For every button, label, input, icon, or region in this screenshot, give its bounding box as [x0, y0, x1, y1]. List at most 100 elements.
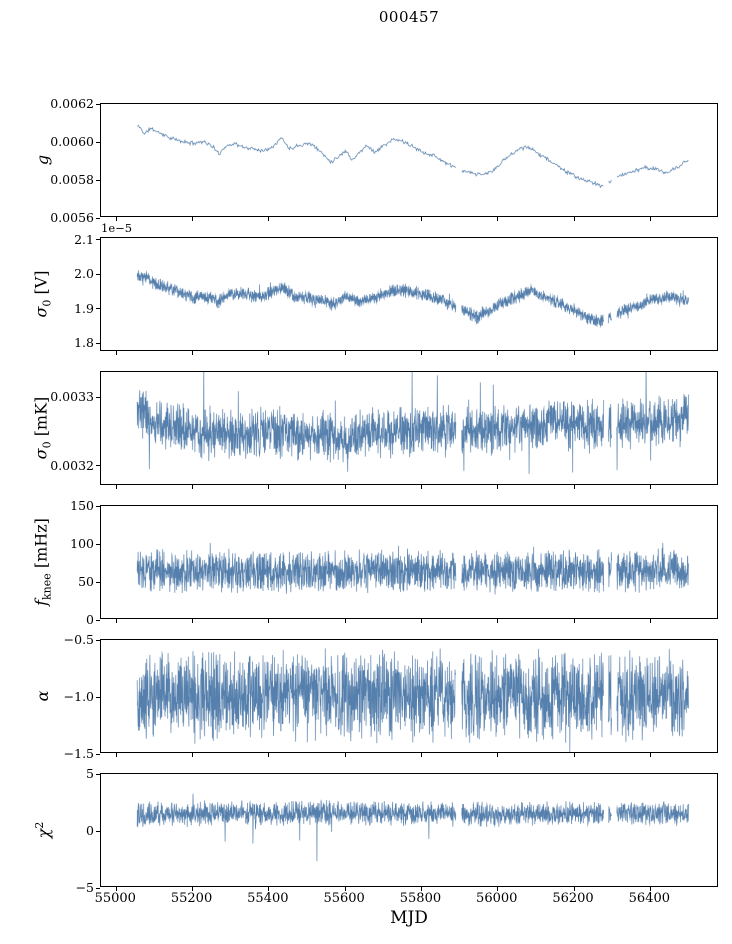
y-tick-label: −0.5 — [63, 631, 94, 647]
panel-sigma0-mK: σ0 [mK] 0.0032 0.0033 — [32, 371, 718, 489]
y-tick-mark — [96, 217, 100, 219]
x-tick-mark — [573, 753, 575, 757]
y-tick-label: 0.0033 — [50, 389, 94, 404]
y-axis-label-part: σ — [31, 306, 51, 318]
x-tick-mark — [573, 619, 575, 623]
x-tick-mark — [420, 351, 422, 355]
x-tick-mark — [268, 753, 270, 757]
x-tick-mark — [268, 217, 270, 221]
x-tick-label: 56200 — [552, 891, 594, 906]
y-axis-offset-text: 1e−5 — [101, 221, 133, 235]
x-tick-label: 55600 — [323, 891, 365, 906]
x-tick-mark — [344, 887, 346, 891]
y-tick-label: 0.0060 — [50, 133, 94, 149]
y-tick-label: −1.0 — [63, 688, 94, 704]
panel-sigma0-V: σ0 [V] 1e−5 1.8 1.9 2.0 2.1 — [32, 222, 718, 355]
x-tick-mark — [268, 619, 270, 623]
x-tick-mark — [420, 485, 422, 489]
y-tick-label: 0.0032 — [50, 457, 94, 473]
x-tick-mark — [344, 619, 346, 623]
y-tick-label: 1.9 — [74, 300, 94, 316]
series-canvas-chi2 — [101, 774, 717, 886]
y-tick-label: 2.0 — [74, 266, 94, 282]
y-axis-label-sigma0-V: σ0 [V] — [31, 270, 54, 318]
chart-title: 000457 — [378, 8, 440, 26]
x-tick-mark — [420, 619, 422, 623]
y-tick-mark — [96, 273, 100, 275]
y-tick-label: 0.0058 — [50, 171, 94, 187]
y-axis-label-f-knee: fknee [mHz] — [32, 518, 54, 606]
panel-g: g 0.0056 0.0058 0.0060 0.0062 — [33, 97, 718, 223]
y-tick-label: 0.0062 — [50, 95, 94, 111]
series-canvas-f-knee — [101, 506, 717, 618]
y-axis-label-part: 2 — [33, 821, 46, 829]
y-tick-label: 150 — [70, 497, 94, 513]
y-axis-label-part: [mK] — [31, 396, 51, 442]
y-tick-mark — [96, 753, 100, 755]
y-tick-mark — [96, 396, 100, 398]
x-tick-mark — [344, 485, 346, 489]
y-tick-label: 0.0056 — [50, 209, 94, 225]
x-tick-mark — [268, 351, 270, 355]
x-tick-mark — [649, 217, 651, 221]
x-tick-label: 56400 — [628, 891, 671, 906]
x-tick-mark — [649, 887, 651, 891]
y-axis-label-part: 0 — [40, 441, 54, 449]
x-tick-mark — [573, 485, 575, 489]
y-tick-mark — [96, 465, 100, 467]
y-tick-mark — [96, 342, 100, 344]
y-tick-mark — [96, 308, 100, 310]
y-tick-label: 5 — [86, 765, 94, 781]
y-tick-mark — [96, 141, 100, 143]
series-canvas-sigma0-V — [101, 238, 717, 350]
x-tick-mark — [115, 351, 117, 355]
x-tick-mark — [344, 351, 346, 355]
x-tick-mark — [649, 485, 651, 489]
y-axis-label-part: 0 — [40, 299, 54, 307]
x-tick-mark — [115, 887, 117, 891]
y-tick-label: 50 — [78, 573, 94, 589]
x-tick-mark — [573, 887, 575, 891]
y-tick-label: −1.5 — [63, 745, 94, 761]
x-tick-label: 55400 — [247, 891, 289, 906]
x-tick-mark — [344, 753, 346, 757]
x-tick-mark — [192, 351, 194, 355]
x-tick-mark — [573, 351, 575, 355]
y-tick-mark — [96, 239, 100, 241]
x-tick-mark — [420, 753, 422, 757]
y-tick-mark — [96, 830, 100, 832]
x-axis-title: MJD — [390, 908, 428, 928]
y-tick-label: 0 — [86, 822, 94, 838]
x-tick-mark — [649, 351, 651, 355]
y-tick-mark — [96, 581, 100, 583]
y-axis-label-part: knee — [40, 573, 54, 600]
x-tick-mark — [497, 351, 499, 355]
x-tick-mark — [497, 217, 499, 221]
y-axis-label-part: χ — [34, 828, 53, 839]
x-tick-mark — [115, 753, 117, 757]
y-tick-mark — [96, 887, 100, 889]
y-axis-label-part: g — [33, 154, 52, 166]
y-tick-mark — [96, 696, 100, 698]
y-axis-label-alpha: α — [33, 691, 52, 702]
panel-chi2: χ2 −5 0 5 — [33, 767, 718, 893]
x-tick-label: 55000 — [94, 891, 136, 906]
panel-alpha: α −1.5 −1.0 −0.5 — [33, 633, 718, 759]
y-tick-mark — [96, 179, 100, 181]
x-tick-mark — [115, 485, 117, 489]
x-tick-mark — [192, 619, 194, 623]
x-tick-mark — [268, 485, 270, 489]
x-tick-mark — [268, 887, 270, 891]
x-tick-mark — [420, 887, 422, 891]
x-tick-mark — [192, 217, 194, 221]
x-tick-mark — [420, 217, 422, 221]
y-axis-label-sigma0-mK: σ0 [mK] — [31, 396, 54, 460]
x-tick-mark — [497, 485, 499, 489]
x-tick-mark — [192, 485, 194, 489]
y-tick-label: 1.8 — [74, 335, 94, 351]
panel-f-knee: fknee [mHz] 0 50 100 150 — [32, 499, 718, 625]
x-tick-label: 55200 — [170, 891, 213, 906]
y-tick-label: 100 — [70, 535, 94, 551]
x-tick-mark — [497, 887, 499, 891]
